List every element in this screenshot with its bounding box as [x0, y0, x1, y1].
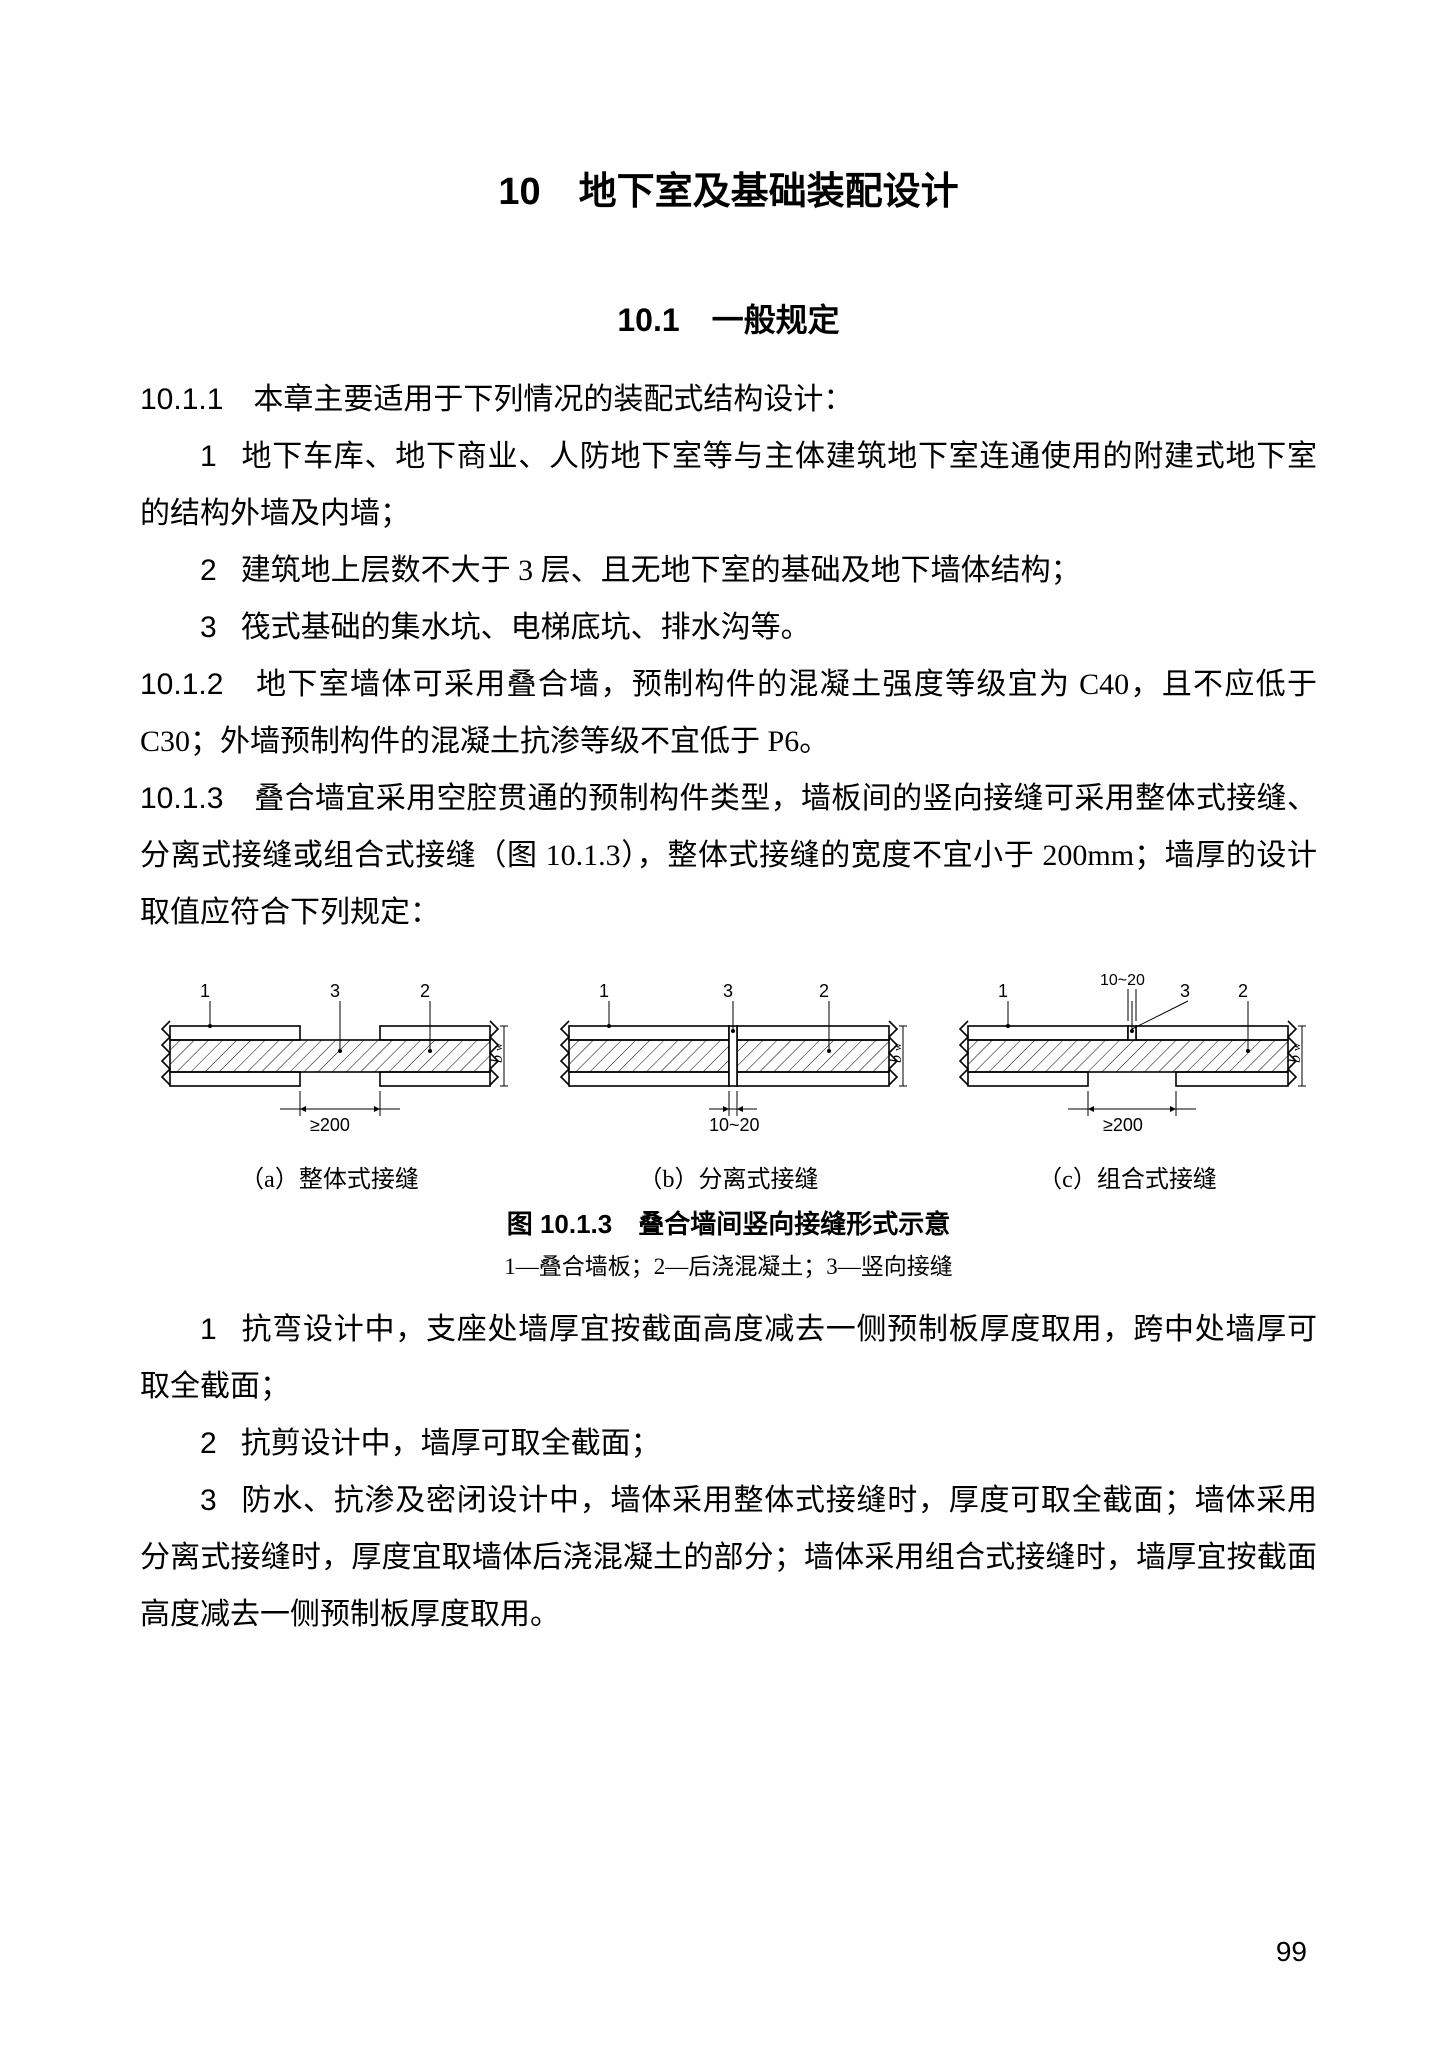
section-text: 一般规定: [712, 302, 840, 338]
list-num: 3: [200, 1484, 217, 1517]
clause-text: 本章主要适用于下列情况的装配式结构设计：: [253, 383, 853, 416]
svg-text:b: b: [888, 1055, 905, 1063]
diagram-a: 1 3 2 b w ≥200: [150, 971, 510, 1151]
clause-10-1-2: 10.1.2 地下室墙体可采用叠合墙，预制构件的混凝土强度等级宜为 C40，且不…: [140, 656, 1317, 770]
page-number: 99: [1276, 1936, 1307, 1968]
chapter-title: 10 地下室及基础装配设计: [140, 160, 1317, 215]
svg-text:1: 1: [200, 981, 210, 1001]
clause-10-1-3-item-3: 3防水、抗渗及密闭设计中，墙体采用整体式接缝时，厚度可取全截面；墙体采用分离式接…: [140, 1472, 1317, 1643]
list-text: 地下车库、地下商业、人防地下室等与主体建筑地下室连通使用的附建式地下室的结构外墙…: [140, 440, 1317, 530]
list-num: 2: [200, 1427, 217, 1460]
list-num: 2: [200, 554, 217, 587]
svg-text:3: 3: [1180, 981, 1190, 1001]
svg-text:3: 3: [330, 981, 340, 1001]
clause-text: 叠合墙宜采用空腔贯通的预制构件类型，墙板间的竖向接缝可采用整体式接缝、分离式接缝…: [140, 782, 1317, 929]
svg-text:3: 3: [723, 981, 733, 1001]
svg-text:b: b: [489, 1055, 506, 1063]
chapter-number: 10: [498, 171, 540, 213]
figure-a: 1 3 2 b w ≥200 （a）整体式接缝: [140, 971, 519, 1194]
clause-num: 10.1.2: [140, 668, 223, 701]
list-text: 筏式基础的集水坑、电梯底坑、排水沟等。: [241, 611, 811, 644]
svg-text:1: 1: [998, 981, 1008, 1001]
svg-text:2: 2: [819, 981, 829, 1001]
clause-10-1-3: 10.1.3 叠合墙宜采用空腔贯通的预制构件类型，墙板间的竖向接缝可采用整体式接…: [140, 770, 1317, 941]
svg-text:≥200: ≥200: [1103, 1115, 1143, 1135]
svg-text:w: w: [892, 1043, 904, 1051]
svg-text:2: 2: [1238, 981, 1248, 1001]
svg-text:≥200: ≥200: [310, 1115, 350, 1135]
section-title: 10.1 一般规定: [140, 295, 1317, 341]
list-text: 抗剪设计中，墙厚可取全截面；: [241, 1427, 661, 1460]
clause-num: 10.1.1: [140, 383, 223, 416]
figure-b-caption: （b）分离式接缝: [639, 1159, 819, 1194]
svg-text:b: b: [1287, 1055, 1304, 1063]
clause-10-1-1: 10.1.1 本章主要适用于下列情况的装配式结构设计：: [140, 371, 1317, 428]
section-number: 10.1: [617, 302, 679, 338]
list-num: 3: [200, 611, 217, 644]
svg-text:1: 1: [599, 981, 609, 1001]
chapter-text: 地下室及基础装配设计: [579, 171, 959, 213]
diagram-c: 1 3 2 10~20 b w ≥200: [948, 971, 1308, 1151]
clause-num: 10.1.3: [140, 782, 223, 815]
list-num: 1: [200, 1313, 217, 1346]
figure-legend: 1—叠合墙板；2—后浇混凝土；3—竖向接缝: [140, 1247, 1317, 1281]
list-text: 建筑地上层数不大于 3 层、且无地下室的基础及地下墙体结构；: [241, 554, 1081, 587]
clause-10-1-3-item-2: 2 抗剪设计中，墙厚可取全截面；: [140, 1415, 1317, 1472]
clause-10-1-1-item-2: 2 建筑地上层数不大于 3 层、且无地下室的基础及地下墙体结构；: [140, 542, 1317, 599]
figure-c-caption: （c）组合式接缝: [1038, 1159, 1217, 1194]
clause-10-1-1-item-3: 3 筏式基础的集水坑、电梯底坑、排水沟等。: [140, 599, 1317, 656]
clause-10-1-3-item-1: 1抗弯设计中，支座处墙厚宜按截面高度减去一侧预制板厚度取用，跨中处墙厚可取全截面…: [140, 1301, 1317, 1415]
figure-b: 1 3 2 b w 10~20 （b）分离式接缝: [539, 971, 918, 1194]
svg-text:2: 2: [420, 981, 430, 1001]
list-text: 防水、抗渗及密闭设计中，墙体采用整体式接缝时，厚度可取全截面；墙体采用分离式接缝…: [140, 1484, 1317, 1631]
svg-text:10~20: 10~20: [709, 1115, 760, 1135]
figure-a-caption: （a）整体式接缝: [240, 1159, 419, 1194]
figure-title-num: 图 10.1.3: [507, 1209, 613, 1239]
svg-text:10~20: 10~20: [1100, 972, 1145, 989]
clause-text: 地下室墙体可采用叠合墙，预制构件的混凝土强度等级宜为 C40，且不应低于 C30…: [140, 668, 1317, 758]
figure-10-1-3: 1 3 2 b w ≥200 （a）整体式接缝: [140, 971, 1317, 1194]
svg-text:w: w: [493, 1043, 505, 1051]
figure-c: 1 3 2 10~20 b w ≥200 （c）组合式接缝: [938, 971, 1317, 1194]
diagram-b: 1 3 2 b w 10~20: [549, 971, 909, 1151]
clause-10-1-1-item-1: 1地下车库、地下商业、人防地下室等与主体建筑地下室连通使用的附建式地下室的结构外…: [140, 428, 1317, 542]
list-num: 1: [200, 440, 217, 473]
figure-title-text: 叠合墙间竖向接缝形式示意: [638, 1209, 950, 1239]
figure-title: 图 10.1.3 叠合墙间竖向接缝形式示意: [140, 1204, 1317, 1241]
svg-text:w: w: [1291, 1043, 1303, 1051]
list-text: 抗弯设计中，支座处墙厚宜按截面高度减去一侧预制板厚度取用，跨中处墙厚可取全截面；: [140, 1313, 1317, 1403]
